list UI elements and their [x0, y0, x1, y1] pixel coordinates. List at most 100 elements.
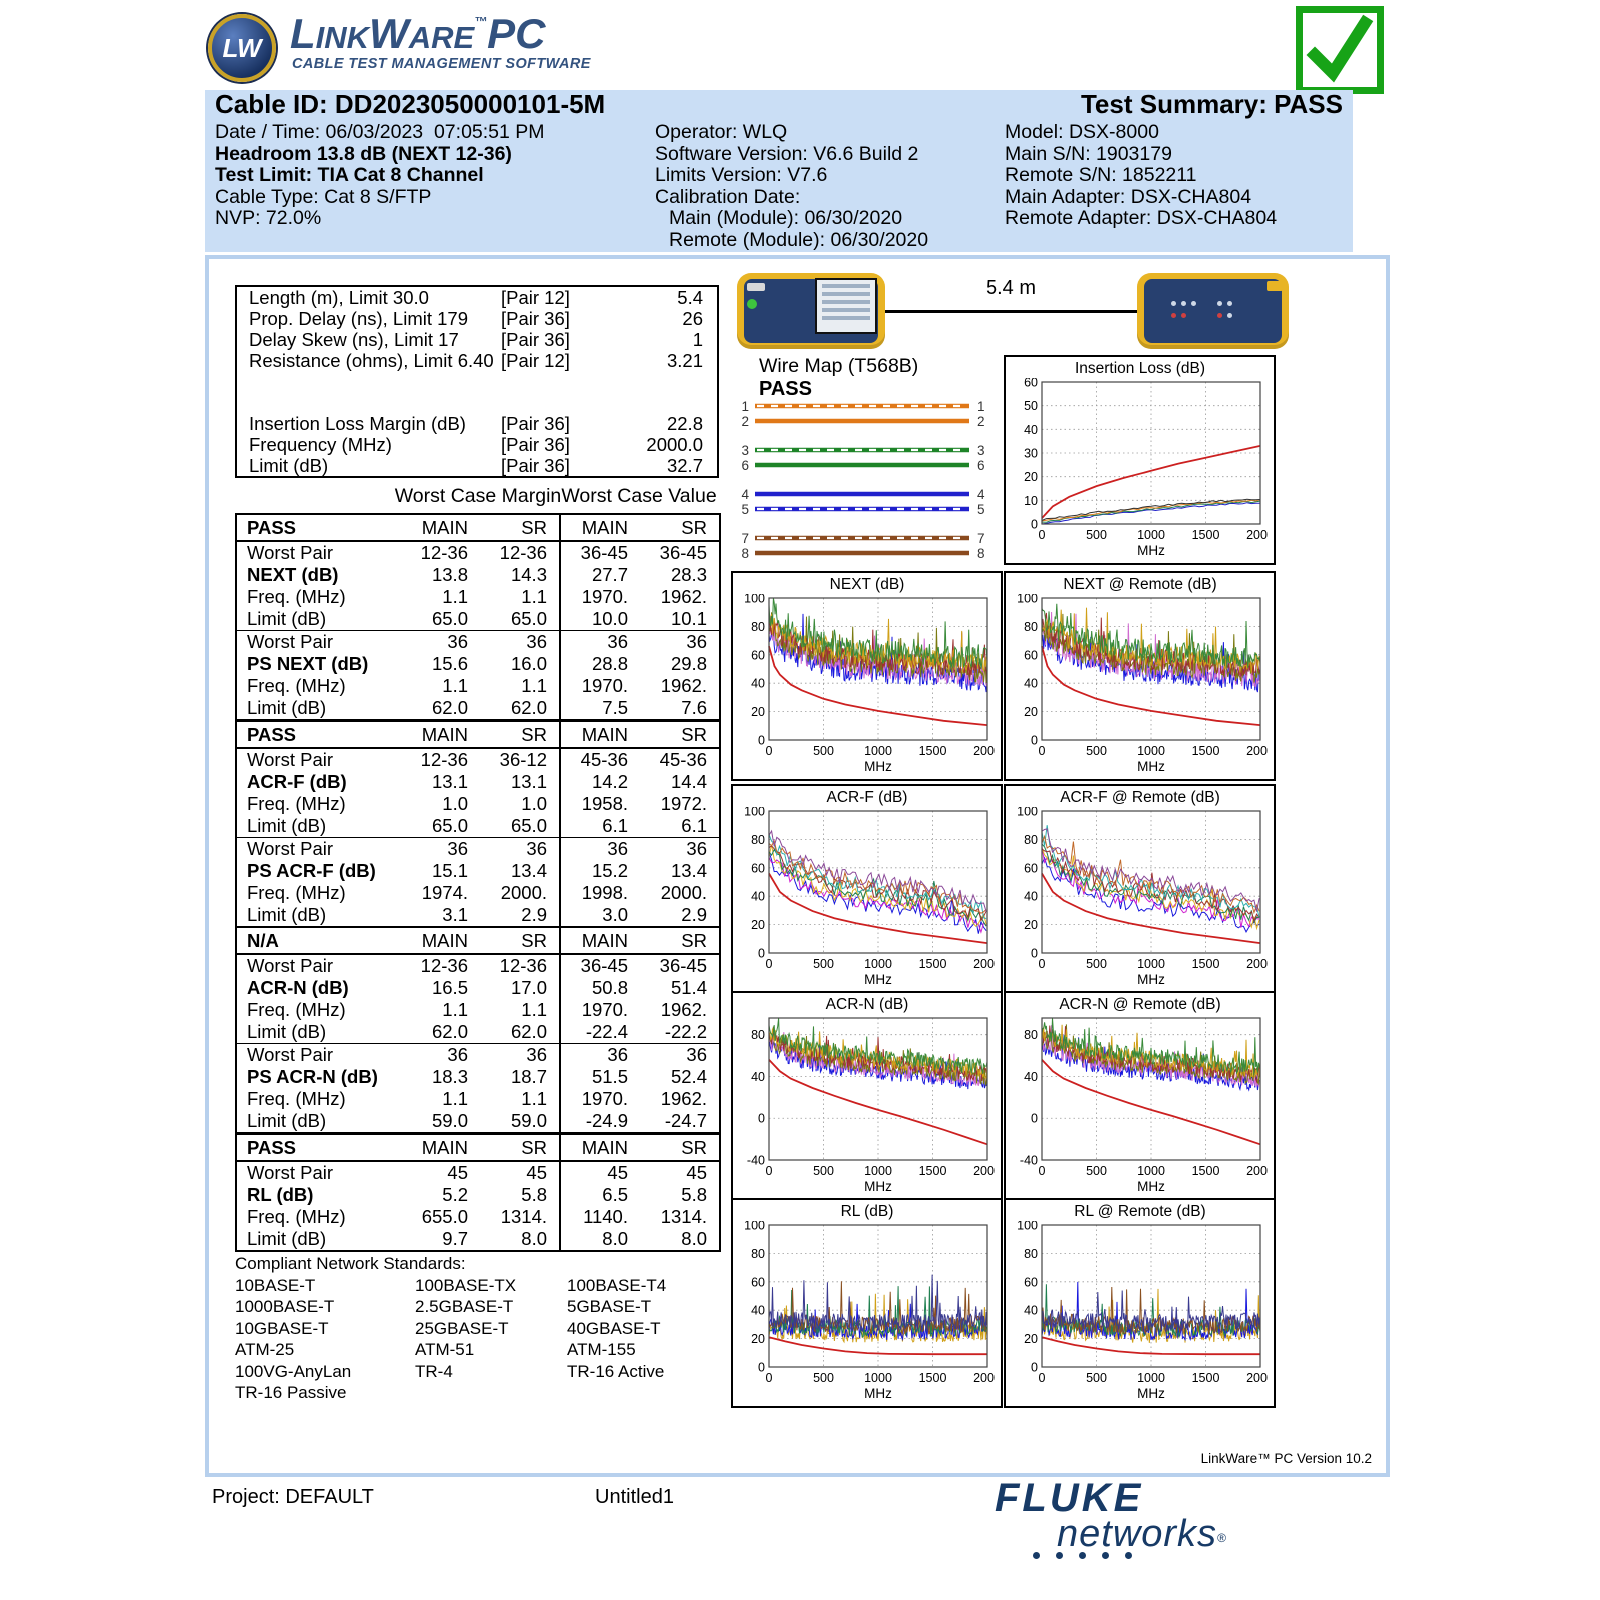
- table-row: Limit (dB) 62.0 62.0 -22.4 -22.2: [247, 1021, 707, 1044]
- svg-text:60: 60: [751, 648, 765, 662]
- svg-text:50: 50: [1024, 399, 1038, 413]
- next-result-table: PASS MAIN SR MAIN SR Worst Pair 12-36 12-36 36-4…: [235, 513, 721, 721]
- table-row: Freq. (MHz) 1.1 1.1 1970. 1962.: [247, 1088, 707, 1110]
- header-field: Calibration Date:: [655, 185, 801, 208]
- report-body: Length (m), Limit 30.0 [Pair 12] 5.4 Prop. …: [205, 255, 1390, 1477]
- svg-text:1500: 1500: [1192, 1164, 1220, 1178]
- chart-rl-remote: RL @ Remote (dB) 0 20 40 60 80 100 0 500 1000 1500…: [1004, 1198, 1276, 1408]
- chart-title: NEXT (dB): [829, 576, 905, 593]
- table-row: PS ACR-F (dB) 15.1 13.4 15.2 13.4: [247, 860, 707, 882]
- svg-text:6: 6: [741, 458, 749, 473]
- table-row: Limit (dB) 65.0 65.0 6.1 6.1: [247, 815, 707, 838]
- svg-text:100: 100: [1017, 594, 1038, 606]
- svg-text:0: 0: [766, 957, 773, 971]
- svg-text:1000: 1000: [864, 1164, 892, 1178]
- svg-text:MHz: MHz: [1137, 759, 1165, 774]
- header-field: Cable Type: Cat 8 S/FTP: [215, 185, 432, 208]
- header-column-left: Date / Time: 06/03/2023 07:05:51 PM Headr…: [215, 121, 645, 230]
- fluke-wordmark: FLUKE: [995, 1476, 1144, 1520]
- svg-text:40: 40: [1024, 677, 1038, 691]
- svg-text:500: 500: [1086, 957, 1107, 971]
- svg-text:20: 20: [751, 1332, 765, 1346]
- table-row: Limit (dB) 3.1 2.9 3.0 2.9: [247, 904, 707, 927]
- header-column-middle: Operator: WLQ Software Version: V6.6 Buil…: [655, 121, 1000, 251]
- header-field: Headroom 13.8 dB (NEXT 12-36): [215, 142, 512, 165]
- rl-result-table: PASS MAIN SR MAIN SR Worst Pair 45 45 45 45 RL (dB…: [235, 1133, 721, 1252]
- acrf-result-table: PASS MAIN SR MAIN SR Worst Pair 12-36 36-12 45-3…: [235, 720, 721, 928]
- wiremap-status: PASS: [759, 378, 812, 400]
- header-field: Model: DSX-8000: [1005, 121, 1159, 143]
- table-row: NEXT (dB) 13.8 14.3 27.7 28.3: [247, 564, 707, 586]
- svg-text:1: 1: [977, 401, 985, 414]
- standard-item: ATM-25: [235, 1340, 295, 1359]
- svg-text:3: 3: [741, 443, 749, 458]
- svg-text:-40: -40: [747, 1154, 765, 1168]
- standard-item: 2.5GBASE-T: [415, 1297, 514, 1316]
- header-field: Remote S/N: 1852211: [1005, 164, 1197, 186]
- summary-spacer-row: [237, 392, 717, 413]
- result-table-header: PASS MAIN SR MAIN SR: [236, 514, 720, 542]
- svg-text:40: 40: [1024, 890, 1038, 904]
- svg-text:MHz: MHz: [1137, 543, 1165, 558]
- svg-text:2000: 2000: [1246, 528, 1268, 542]
- svg-text:80: 80: [751, 1247, 765, 1261]
- fluke-networks-logo: FLUKE networks®: [995, 1476, 1295, 1559]
- svg-text:60: 60: [1024, 861, 1038, 875]
- svg-text:20: 20: [1024, 705, 1038, 719]
- svg-text:500: 500: [1086, 1371, 1107, 1385]
- svg-text:2000: 2000: [1246, 744, 1268, 758]
- wiremap-diagram: 1122336644557788SS: [740, 399, 986, 590]
- svg-text:60: 60: [1024, 648, 1038, 662]
- svg-text:500: 500: [1086, 1164, 1107, 1178]
- result-table-header: PASS MAIN SR MAIN SR: [236, 721, 720, 749]
- svg-text:1000: 1000: [1137, 1371, 1165, 1385]
- header-field: Main S/N: 1903179: [1005, 142, 1172, 165]
- svg-text:500: 500: [813, 1164, 834, 1178]
- chart-next-remote: NEXT @ Remote (dB) 0 20 40 60 80 100 0 500 1000 15…: [1004, 571, 1276, 781]
- table-row: Freq. (MHz) 1.1 1.1 1970. 1962.: [247, 586, 707, 608]
- svg-text:MHz: MHz: [864, 972, 892, 987]
- table-row: Worst Pair 36 36 36 36: [236, 837, 720, 860]
- summary-row: Length (m), Limit 30.0 [Pair 12] 5.4: [249, 286, 703, 308]
- svg-text:20: 20: [751, 705, 765, 719]
- header-field: Date / Time: 06/03/2023 07:05:51 PM: [215, 121, 545, 143]
- svg-text:40: 40: [751, 677, 765, 691]
- result-table-header: PASS MAIN SR MAIN SR: [236, 1134, 720, 1162]
- table-row: Worst Pair 12-36 12-36 36-45 36-45: [247, 954, 707, 977]
- worst-case-margin-header: Worst Case Margin: [394, 485, 562, 507]
- summary-table: Length (m), Limit 30.0 [Pair 12] 5.4 Prop. …: [235, 285, 719, 478]
- svg-text:80: 80: [1024, 1028, 1038, 1042]
- standard-item: TR-16 Passive: [235, 1383, 347, 1402]
- document-name: Untitled1: [595, 1486, 674, 1508]
- table-row: Freq. (MHz) 1.1 1.1 1970. 1962.: [247, 999, 707, 1021]
- svg-text:2000: 2000: [973, 957, 995, 971]
- header-field: Main (Module): 06/30/2020: [669, 207, 903, 229]
- table-row: ACR-F (dB) 13.1 13.1 14.2 14.4: [247, 771, 707, 793]
- svg-text:0: 0: [766, 744, 773, 758]
- svg-text:40: 40: [751, 1070, 765, 1084]
- summary-row: Resistance (ohms), Limit 6.40 [Pair 12] 3.…: [249, 349, 703, 371]
- svg-text:MHz: MHz: [1137, 972, 1165, 987]
- svg-text:500: 500: [1086, 528, 1107, 542]
- svg-text:20: 20: [751, 918, 765, 932]
- svg-text:40: 40: [1024, 423, 1038, 437]
- svg-text:1500: 1500: [1192, 957, 1220, 971]
- summary-row: Limit (dB) [Pair 36] 32.7: [249, 454, 703, 476]
- svg-text:1000: 1000: [1137, 957, 1165, 971]
- table-row: Limit (dB) 65.0 65.0 10.0 10.1: [247, 608, 707, 631]
- standard-item: 1000BASE-T: [235, 1297, 335, 1316]
- summary-row: Frequency (MHz) [Pair 36] 2000.0: [249, 433, 703, 455]
- tester-remote-image: [1137, 273, 1289, 349]
- svg-text:1000: 1000: [864, 957, 892, 971]
- chart-acrn: ACR-N (dB)-40040800500100015002000MHz: [731, 991, 1003, 1201]
- summary-row: Prop. Delay (ns), Limit 179 [Pair 36] 26: [249, 307, 703, 329]
- svg-text:0: 0: [1039, 744, 1046, 758]
- svg-text:500: 500: [1086, 744, 1107, 758]
- svg-text:1500: 1500: [919, 744, 947, 758]
- chart-acrf: ACR-F (dB)0204060801000500100015002000MH…: [731, 784, 1003, 994]
- table-row: ACR-N (dB) 16.5 17.0 50.8 51.4: [247, 977, 707, 999]
- svg-text:2000: 2000: [973, 1164, 995, 1178]
- table-row: Worst Pair 36 36 36 36: [236, 630, 720, 653]
- standard-item: 10GBASE-T: [235, 1318, 329, 1338]
- svg-text:0: 0: [766, 1371, 773, 1385]
